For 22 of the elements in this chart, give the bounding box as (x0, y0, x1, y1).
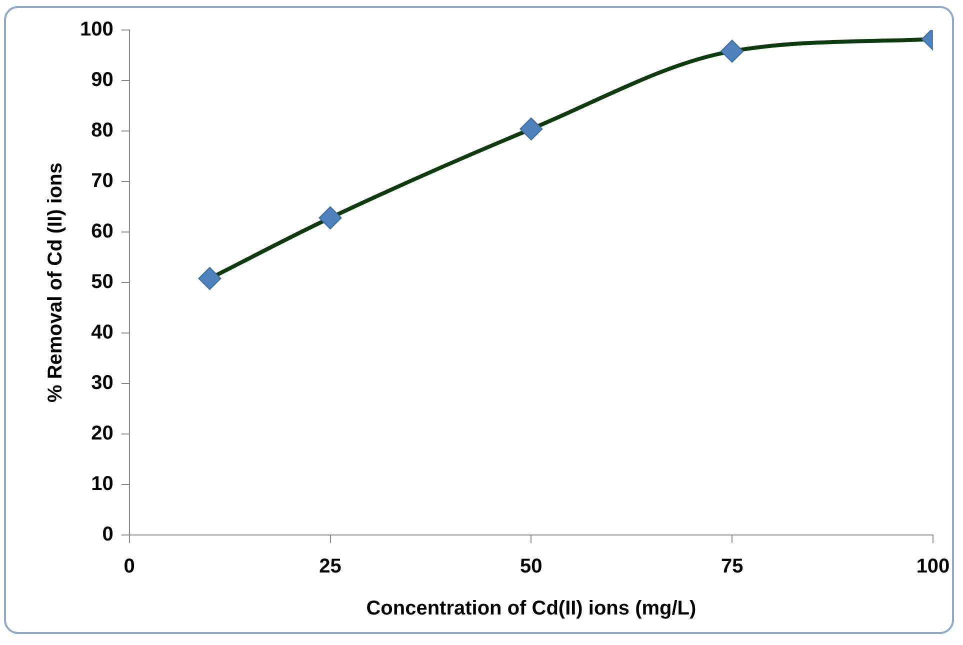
y-tick-label: 20 (91, 422, 114, 445)
y-tick-label: 60 (91, 220, 114, 243)
y-tick-label: 90 (91, 69, 114, 92)
y-axis-title: % Removal of Cd (II) ions (44, 162, 67, 403)
y-tick-label: 30 (91, 372, 114, 394)
x-axis-title: Concentration of Cd(II) ions (mg/L) (366, 598, 696, 620)
y-tick-label: 70 (91, 170, 114, 192)
x-tick-label: 25 (319, 556, 342, 578)
y-tick-label: 0 (102, 524, 114, 546)
x-tick-label: 100 (916, 556, 950, 578)
point (720, 40, 744, 63)
y-tick-label: 10 (91, 473, 114, 496)
point (198, 266, 222, 290)
x-tick-label: 0 (124, 556, 135, 578)
point (318, 206, 342, 230)
point (520, 117, 543, 140)
x-tick-label: 75 (720, 556, 744, 578)
y-tick-label: 100 (80, 18, 114, 41)
y-tick-label: 80 (91, 120, 114, 142)
y-tick-label: 50 (91, 271, 114, 294)
x-tick-label: 50 (520, 556, 542, 578)
y-tick-label: 40 (91, 322, 114, 344)
